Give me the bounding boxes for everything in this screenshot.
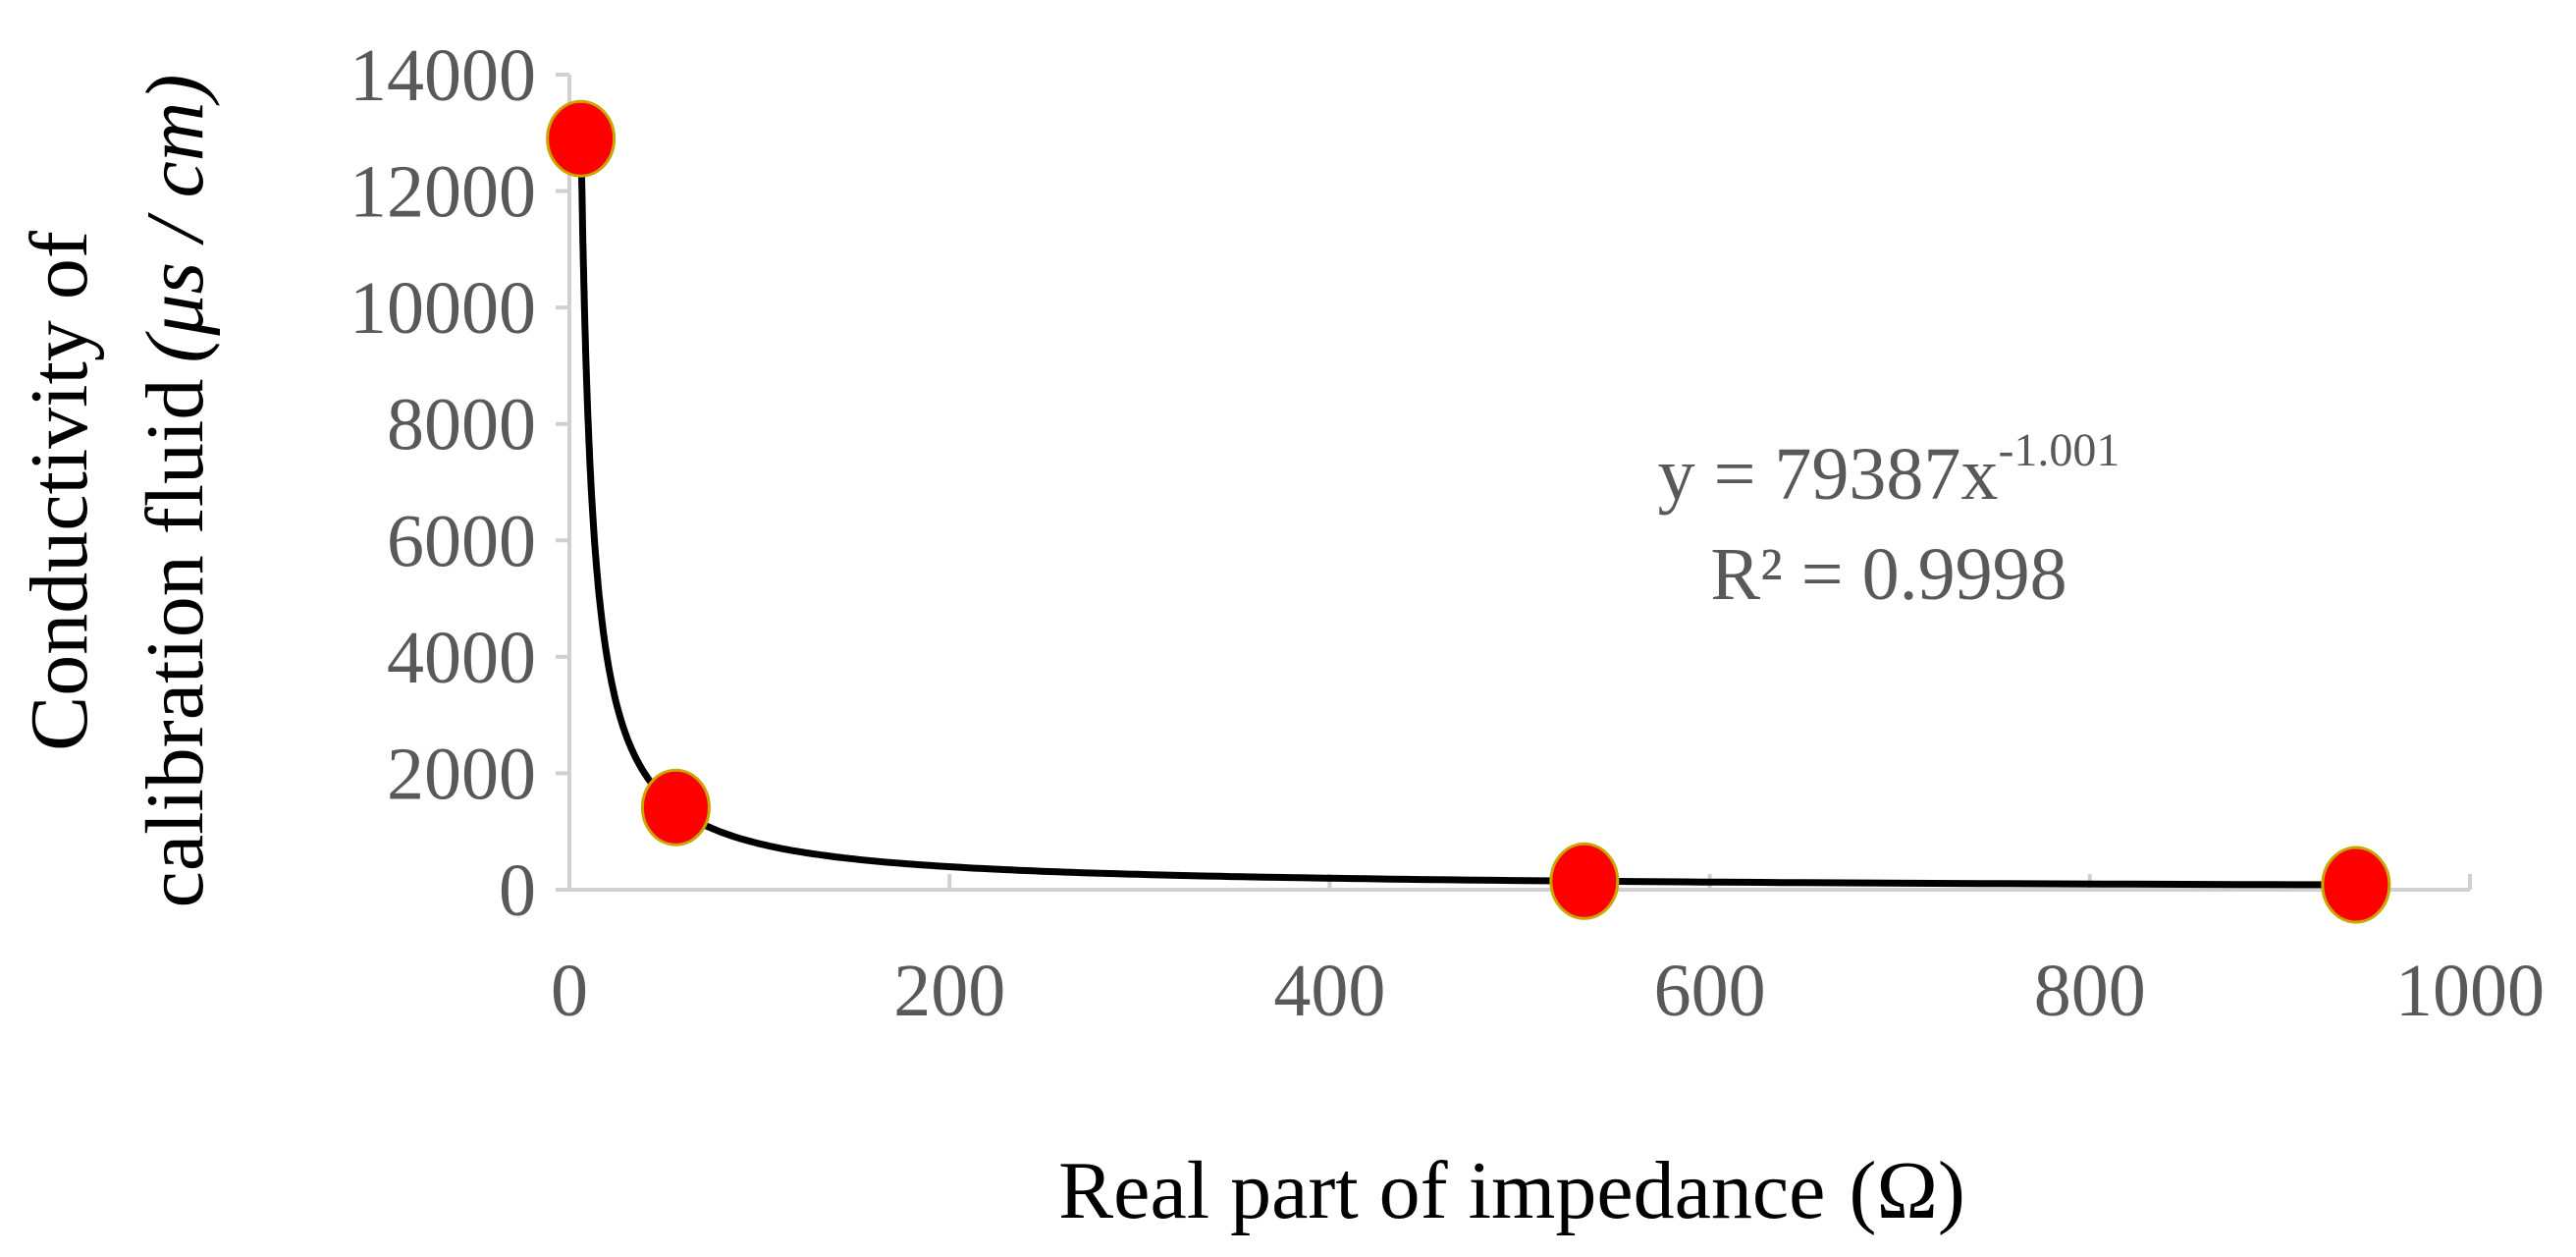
y-axis-title-line1: Conductivity of	[14, 231, 105, 751]
x-tick-label: 200	[893, 950, 1005, 1032]
axes	[556, 73, 2472, 892]
r-squared-label: R² = 0.9998	[1710, 533, 2066, 616]
y-axis-title: Conductivity of calibration fluid (μs / c…	[14, 75, 221, 908]
x-tick-label: 400	[1273, 950, 1385, 1032]
tick-labels: 0 2000 4000 6000 8000 10000 12000 14000 0 200 400 6…	[349, 34, 2545, 1032]
trendline	[577, 120, 2356, 889]
y-tick-label: 14000	[349, 34, 536, 117]
y-axis-title-line2-text: calibration fluid	[130, 379, 221, 908]
data-points	[546, 99, 2391, 924]
y-tick-label: 12000	[349, 151, 536, 234]
x-axis-title-unit: (Ω)	[1849, 1145, 1964, 1236]
x-tick-label: 800	[2034, 950, 2146, 1032]
x-tick-label: 0	[551, 950, 588, 1032]
y-tick-label: 6000	[387, 500, 536, 582]
y-tick-label: 2000	[387, 733, 536, 815]
data-point	[546, 99, 617, 178]
y-tick-label: 8000	[387, 384, 536, 466]
x-axis-title-text: Real part of impedance	[1058, 1145, 1825, 1236]
trend-equation-prefix: y = 79387x	[1658, 433, 1999, 516]
data-point	[640, 768, 711, 847]
y-tick-label: 0	[499, 849, 536, 932]
trend-equation: y = 79387x-1.001	[1658, 424, 2120, 516]
x-axis-title: Real part of impedance (Ω)	[1058, 1145, 1965, 1236]
x-tick-label: 1000	[2395, 950, 2545, 1032]
y-tick-label: 10000	[349, 267, 536, 350]
x-tick-label: 600	[1654, 950, 1766, 1032]
data-point	[1549, 842, 1620, 920]
data-point	[2321, 846, 2391, 924]
y-tick-label: 4000	[387, 617, 536, 699]
y-axis-title-unit: (μs / cm)	[130, 75, 221, 363]
y-axis-title-line2: calibration fluid (μs / cm)	[130, 75, 221, 908]
trend-equation-exponent: -1.001	[1998, 424, 2120, 476]
